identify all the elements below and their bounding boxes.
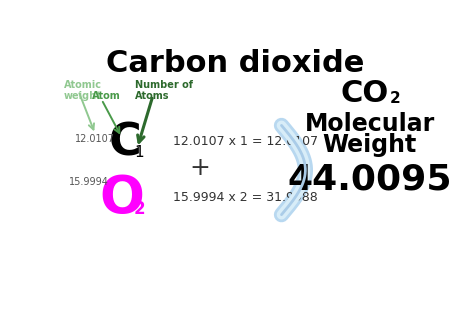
Text: 12.0107 x 1 = 12.0107: 12.0107 x 1 = 12.0107 <box>173 135 318 148</box>
Text: O: O <box>99 173 144 224</box>
Text: 1: 1 <box>135 145 144 160</box>
Text: 15.9994: 15.9994 <box>69 177 109 187</box>
Text: Weight: Weight <box>322 133 417 157</box>
Text: +: + <box>190 156 210 180</box>
Text: 2: 2 <box>134 200 145 218</box>
Text: Atom: Atom <box>92 91 121 101</box>
Text: 2: 2 <box>389 91 400 106</box>
Text: Number of
Atoms: Number of Atoms <box>135 80 192 101</box>
Text: 44.0095: 44.0095 <box>287 163 452 197</box>
Text: C: C <box>109 121 142 164</box>
Text: CO: CO <box>340 79 388 108</box>
Text: 12.0107: 12.0107 <box>75 134 115 144</box>
Text: Molecular: Molecular <box>304 112 435 136</box>
Text: 15.9994 x 2 = 31.9988: 15.9994 x 2 = 31.9988 <box>173 191 318 204</box>
Text: Carbon dioxide: Carbon dioxide <box>106 49 365 78</box>
Text: Atomic
weight: Atomic weight <box>64 80 101 101</box>
